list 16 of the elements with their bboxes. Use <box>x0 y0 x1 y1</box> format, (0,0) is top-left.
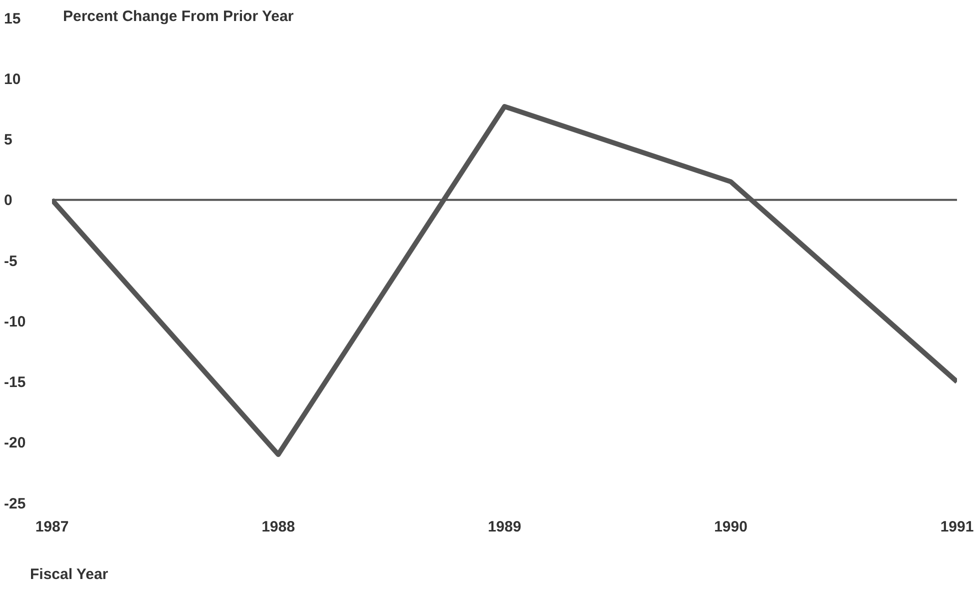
x-axis-title: Fiscal Year <box>30 566 108 583</box>
x-tick-label: 1991 <box>940 518 974 536</box>
y-tick-label: -25 <box>4 495 26 512</box>
y-tick-label: -5 <box>4 252 18 270</box>
x-tick-label: 1990 <box>714 518 748 536</box>
x-tick-label: 1989 <box>488 518 522 536</box>
y-tick-label: 10 <box>4 70 21 88</box>
y-tick-label: 15 <box>4 10 21 28</box>
x-tick-label: 1987 <box>35 518 69 536</box>
y-tick-label: -20 <box>4 434 26 452</box>
y-tick-label: -10 <box>4 313 26 330</box>
y-tick-label: -15 <box>4 374 26 392</box>
y-tick-label: 5 <box>4 132 12 149</box>
x-tick-label: 1988 <box>262 518 295 536</box>
y-axis-title: Percent Change From Prior Year <box>63 8 294 25</box>
y-tick-label: 0 <box>4 192 12 210</box>
